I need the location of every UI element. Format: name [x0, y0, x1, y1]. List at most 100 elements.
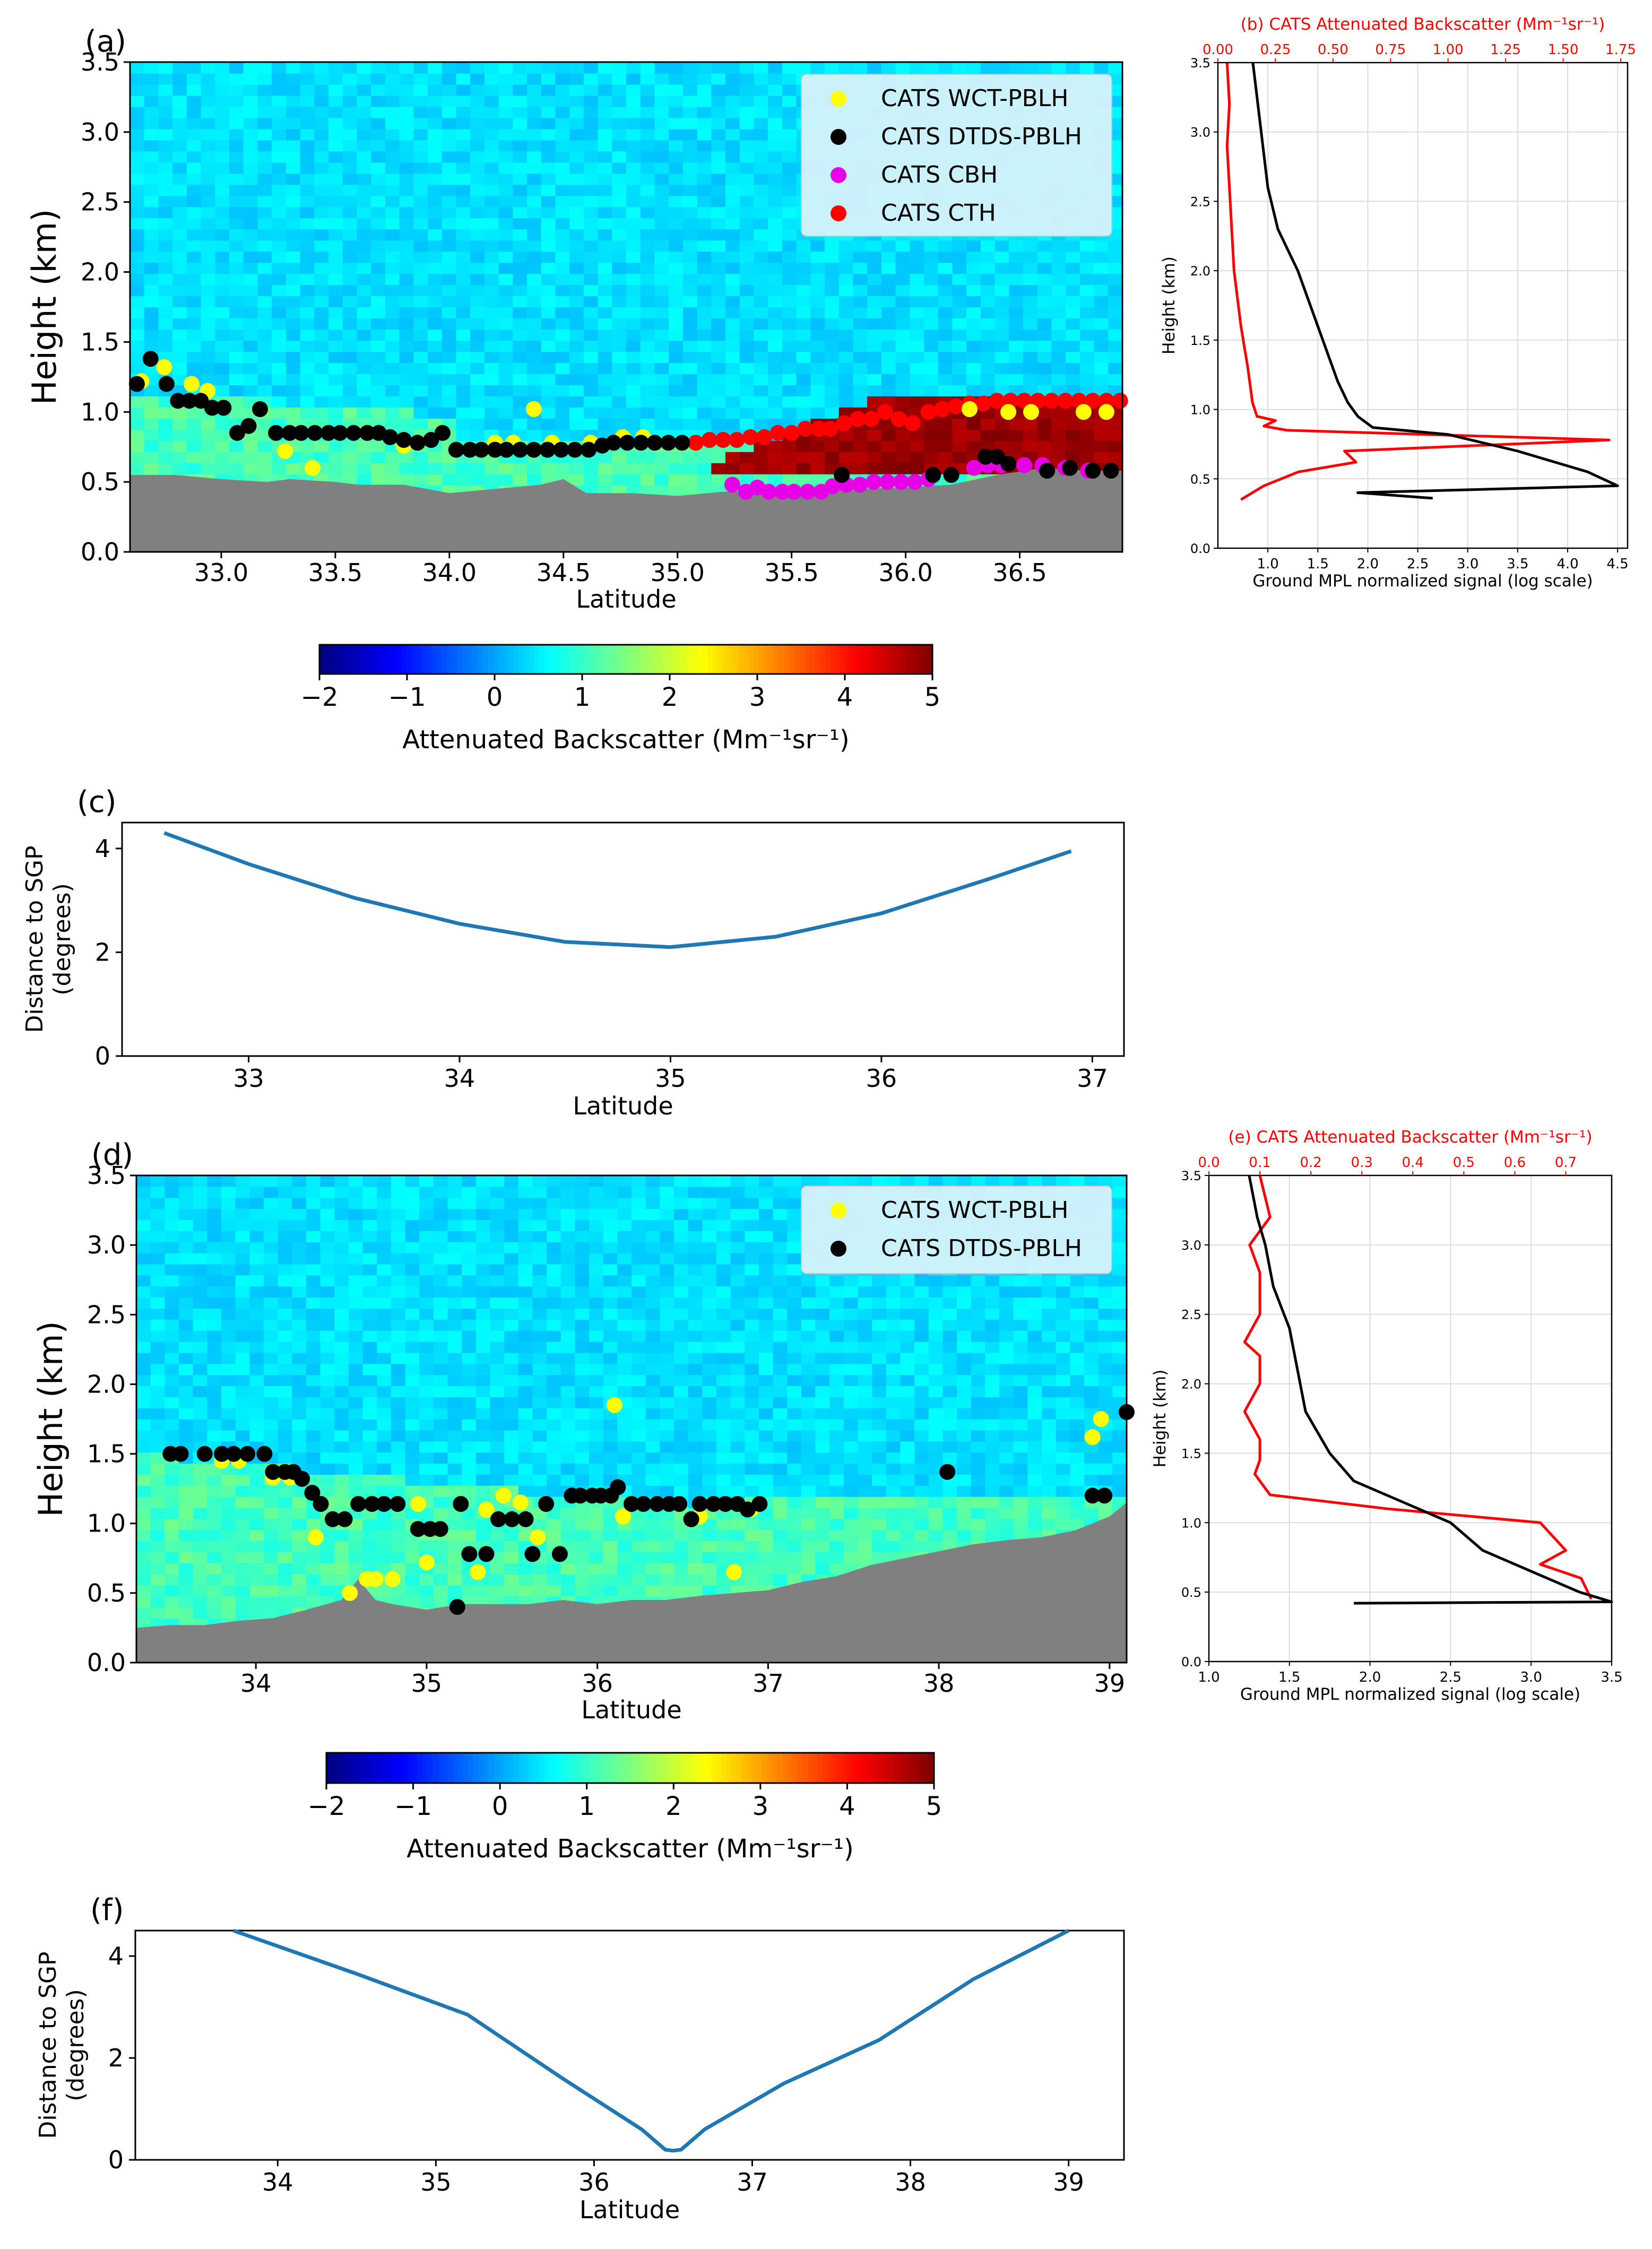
- a-backscatter-cell: [428, 240, 443, 252]
- d-backscatter-cell: [632, 1563, 646, 1575]
- a-backscatter-cell: [640, 463, 655, 474]
- a-backscatter-cell: [980, 62, 996, 74]
- a-backscatter-cell: [867, 429, 882, 441]
- a-backscatter-cell: [768, 374, 783, 385]
- a-marker-cats-dtds-pblh: [633, 435, 649, 451]
- a-backscatter-cell: [286, 407, 301, 419]
- a-backscatter-cell: [158, 452, 173, 463]
- a-backscatter-cell: [598, 195, 612, 207]
- d-backscatter-cell: [504, 1397, 519, 1408]
- d-backscatter-cell: [391, 1397, 406, 1408]
- d-backscatter-cell: [263, 1175, 279, 1187]
- d-backscatter-cell: [532, 1408, 547, 1420]
- a-backscatter-cell: [782, 307, 797, 319]
- d-backscatter-cell: [150, 1529, 165, 1542]
- a-backscatter-cell: [682, 474, 698, 486]
- a-backscatter-cell: [682, 251, 698, 263]
- d-backscatter-cell: [278, 1352, 292, 1364]
- d-backscatter-cell: [490, 1275, 505, 1287]
- d-backscatter-cell: [150, 1352, 165, 1364]
- a-backscatter-cell: [1079, 307, 1095, 319]
- d-backscatter-cell: [249, 1397, 264, 1408]
- d-backscatter-cell: [419, 1186, 434, 1198]
- a-backscatter-cell: [739, 396, 754, 408]
- d-backscatter-cell: [221, 1386, 236, 1397]
- d-backscatter-cell: [193, 1585, 207, 1597]
- a-backscatter-cell: [357, 73, 371, 85]
- d-backscatter-cell: [320, 1452, 335, 1464]
- a-marker-cats-dtds-pblh: [307, 425, 323, 441]
- a-backscatter-cell: [272, 173, 287, 185]
- a-backscatter-cell: [229, 73, 244, 85]
- d-backscatter-cell: [377, 1342, 392, 1353]
- d-backscatter-cell: [179, 1518, 194, 1530]
- a-backscatter-cell: [172, 374, 187, 385]
- a-backscatter-cell: [172, 62, 187, 74]
- d-backscatter-cell: [617, 1541, 632, 1552]
- d-backscatter-cell: [589, 1397, 604, 1408]
- d-backscatter-cell: [207, 1275, 222, 1287]
- d-backscatter-cell: [504, 1308, 519, 1320]
- a-backscatter-cell: [357, 128, 371, 141]
- a-backscatter-cell: [527, 429, 542, 441]
- a-backscatter-cell: [470, 151, 485, 163]
- a-backscatter-cell: [924, 429, 939, 441]
- d-backscatter-cell: [362, 1319, 377, 1331]
- a-backscatter-cell: [1066, 262, 1080, 274]
- a-backscatter-cell: [243, 284, 258, 297]
- a-backscatter-cell: [598, 329, 612, 341]
- d-backscatter-cell: [207, 1529, 222, 1542]
- a-backscatter-cell: [569, 73, 584, 85]
- d-backscatter-cell: [504, 1585, 519, 1597]
- a-backscatter-cell: [513, 407, 527, 419]
- a-legend-label: CATS WCT-PBLH: [881, 85, 1068, 112]
- a-backscatter-cell: [541, 229, 556, 241]
- a-backscatter-cell: [385, 73, 400, 85]
- a-backscatter-cell: [442, 318, 456, 330]
- a-backscatter-cell: [513, 240, 527, 252]
- d-backscatter-cell: [306, 1275, 321, 1287]
- d-backscatter-cell: [433, 1596, 448, 1608]
- a-backscatter-cell: [711, 318, 726, 330]
- a-backscatter-cell: [626, 474, 641, 486]
- a-backscatter-cell: [938, 362, 953, 374]
- d-backscatter-cell: [179, 1363, 194, 1376]
- a-backscatter-cell: [725, 407, 740, 419]
- d-backscatter-cell: [150, 1363, 165, 1376]
- d-backscatter-cell: [377, 1175, 392, 1187]
- d-backscatter-cell: [462, 1441, 477, 1453]
- d-backscatter-cell: [263, 1585, 279, 1597]
- a-backscatter-cell: [456, 117, 471, 129]
- a-backscatter-cell: [626, 117, 641, 129]
- a-backscatter-cell: [456, 251, 471, 263]
- a-backscatter-cell: [1079, 329, 1095, 341]
- a-backscatter-cell: [456, 329, 471, 341]
- a-backscatter-cell: [881, 429, 896, 441]
- a-backscatter-cell: [825, 340, 840, 352]
- d-backscatter-cell: [560, 1219, 575, 1231]
- a-backscatter-cell: [484, 351, 499, 363]
- a-backscatter-cell: [612, 385, 627, 396]
- a-backscatter-cell: [385, 184, 400, 196]
- a-backscatter-cell: [413, 296, 428, 308]
- d-backscatter-cell: [419, 1219, 434, 1231]
- a-backscatter-cell: [583, 340, 599, 352]
- d-backscatter-cell: [320, 1352, 335, 1364]
- a-backscatter-cell: [428, 296, 443, 308]
- a-backscatter-cell: [328, 452, 343, 463]
- a-backscatter-cell: [682, 329, 698, 341]
- d-backscatter-cell: [207, 1507, 222, 1519]
- a-backscatter-cell: [215, 140, 230, 152]
- d-backscatter-cell: [334, 1529, 349, 1542]
- a-backscatter-cell: [399, 273, 414, 286]
- a-x-tick-label: 34.0: [422, 558, 477, 587]
- a-backscatter-cell: [825, 251, 840, 263]
- a-backscatter-cell: [910, 318, 924, 330]
- a-backscatter-cell: [938, 284, 953, 297]
- d-backscatter-cell: [575, 1463, 590, 1475]
- a-backscatter-cell: [243, 463, 258, 474]
- d-backscatter-cell: [249, 1342, 264, 1353]
- a-backscatter-cell: [910, 273, 924, 286]
- a-backscatter-cell: [229, 463, 244, 474]
- d-backscatter-cell: [150, 1541, 165, 1552]
